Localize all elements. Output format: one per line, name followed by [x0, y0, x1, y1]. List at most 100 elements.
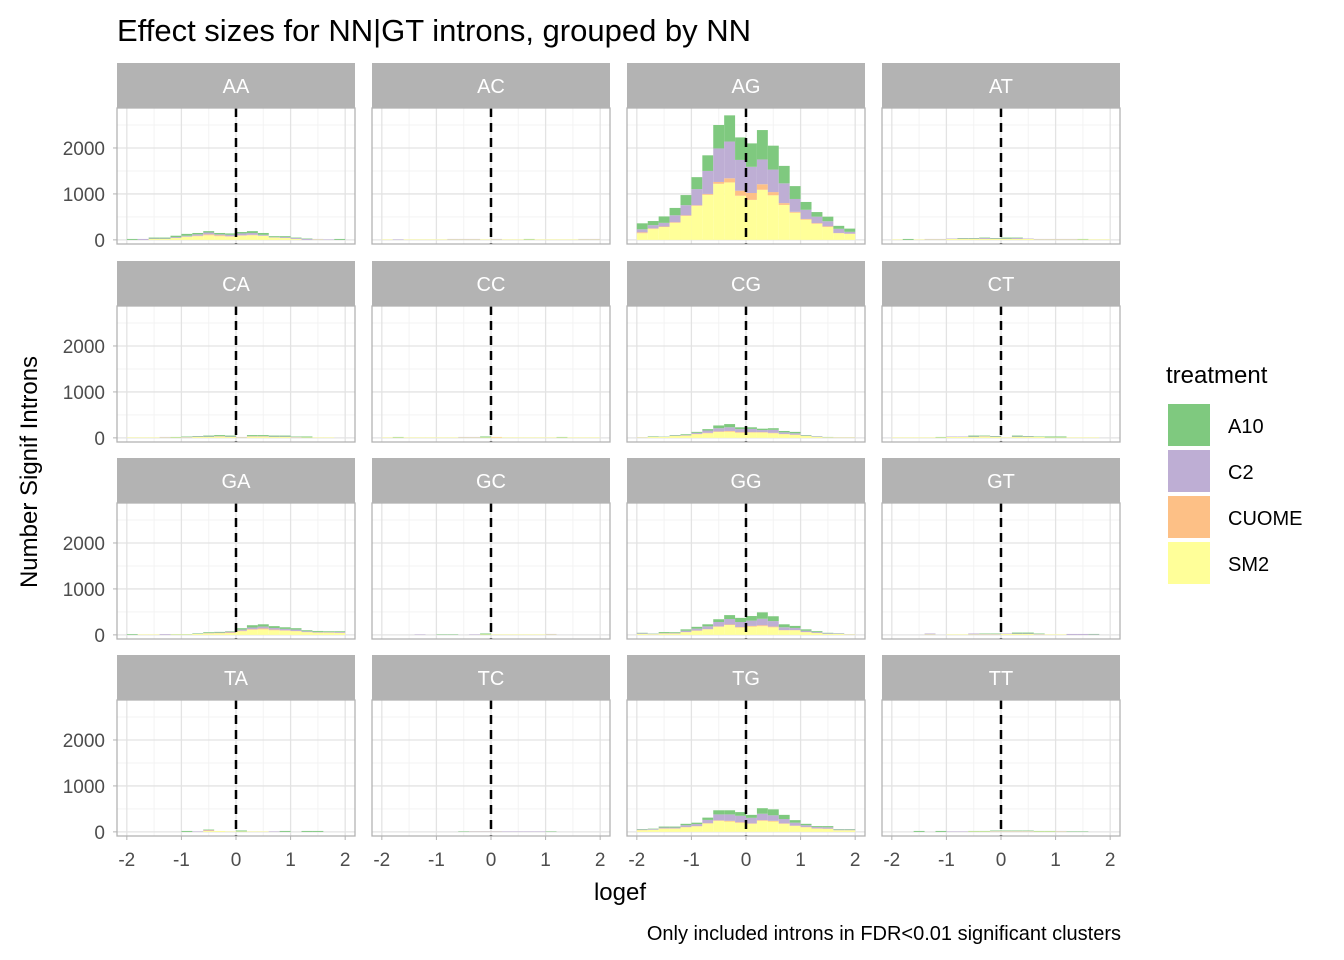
- bar-GA-C2-bin18: [312, 631, 324, 633]
- bar-TG-SM2-bin1: [636, 830, 648, 832]
- facet-strip: [882, 63, 1120, 108]
- x-tick-label: 0: [996, 850, 1007, 871]
- bar-CA-A10-bin10: [225, 435, 236, 437]
- bar-TG-CUOME-bin13: [767, 820, 779, 822]
- bar-CA-SM2-bin14: [268, 436, 280, 438]
- facet-AC: AC: [371, 63, 611, 245]
- bar-TG-C2-bin20: [844, 829, 856, 831]
- bar-AG-C2-bin10: [735, 159, 746, 191]
- bar-AG-CUOME-bin8: [713, 181, 725, 184]
- panel-border: [881, 107, 1121, 245]
- y-tick-label: 0: [94, 231, 105, 252]
- bar-AA-SM2-bin10: [225, 236, 236, 240]
- bar-GG-CUOME-bin13: [767, 626, 779, 628]
- bar-GG-C2-bin11: [746, 620, 757, 626]
- bar-AG-C2-bin1: [636, 229, 648, 233]
- bar-CG-C2-bin7: [702, 430, 714, 433]
- bar-AG-A10-bin11: [746, 143, 757, 167]
- bar-AG-C2-bin9: [724, 141, 736, 179]
- bar-CA-A10-bin14: [268, 435, 280, 437]
- bar-TG-SM2-bin6: [691, 826, 703, 832]
- bar-GA-SM2-bin20: [334, 632, 346, 635]
- bar-CT-SM2-bin8: [968, 436, 980, 438]
- bar-CA-SM2-bin7: [192, 436, 204, 438]
- bar-CG-C2-bin5: [680, 434, 692, 436]
- bar-CG-SM2-bin3: [658, 436, 670, 438]
- bar-GG-C2-bin5: [680, 630, 692, 633]
- bar-AG-CUOME-bin16: [800, 218, 812, 220]
- bar-CA-A10-bin9: [214, 435, 226, 437]
- bar-GG-A10-bin4: [669, 632, 681, 633]
- bar-CA-SM2-bin9: [214, 436, 226, 438]
- bar-TG-A10-bin12: [756, 808, 768, 814]
- bar-AG-A10-bin16: [800, 201, 812, 210]
- bar-CG-A10-bin12: [756, 428, 768, 431]
- bar-GG-C2-bin6: [691, 628, 703, 631]
- panel-border: [116, 305, 356, 443]
- bar-AA-CUOME-bin8: [203, 234, 215, 236]
- bar-CG-A10-bin10: [735, 427, 746, 430]
- bar-CG-A10-bin8: [713, 425, 725, 429]
- bar-AG-SM2-bin10: [735, 195, 746, 240]
- bar-TG-SM2-bin7: [702, 823, 714, 832]
- bar-TG-SM2-bin10: [735, 822, 746, 832]
- bar-TG-A10-bin8: [713, 810, 725, 815]
- x-tick-label: 1: [540, 850, 551, 871]
- bar-GA-C2-bin11: [236, 629, 247, 631]
- bar-AG-C2-bin7: [702, 170, 714, 194]
- bar-AG-SM2-bin3: [658, 227, 670, 240]
- bar-CC-A10-bin10: [480, 436, 491, 438]
- bar-CG-SM2-bin5: [680, 435, 692, 438]
- bar-AG-SM2-bin9: [724, 182, 736, 240]
- bar-CA-SM2-bin12: [246, 436, 258, 438]
- bar-GA-SM2-bin8: [203, 633, 215, 635]
- caption: Only included introns in FDR<0.01 signif…: [647, 923, 1121, 945]
- bar-CG-A10-bin11: [746, 427, 757, 429]
- bar-GT-SM2-bin13: [1022, 633, 1034, 635]
- x-tick-label: -2: [628, 850, 645, 871]
- bar-TG-SM2-bin11: [746, 823, 757, 832]
- bar-AA-C2-bin17: [301, 238, 313, 240]
- bar-GG-A10-bin11: [746, 616, 757, 621]
- legend-label: C2: [1228, 462, 1254, 484]
- bar-GG-C2-bin16: [800, 630, 812, 633]
- x-tick-label: -1: [173, 850, 190, 871]
- bar-GG-A10-bin9: [724, 615, 736, 620]
- bar-AA-SM2-bin4: [159, 238, 171, 240]
- y-tick-label: 1000: [63, 777, 105, 798]
- bar-AG-C2-bin5: [680, 205, 692, 216]
- bar-TG-A10-bin10: [735, 812, 746, 816]
- bar-AA-SM2-bin8: [203, 235, 215, 240]
- bar-GT-C2-bin18: [1077, 633, 1089, 635]
- bar-AG-CUOME-bin9: [724, 178, 736, 183]
- bar-CG-C2-bin14: [778, 432, 790, 434]
- bar-TG-C2-bin4: [669, 827, 681, 829]
- bar-TG-C2-bin12: [756, 813, 768, 821]
- facet-label: TG: [732, 668, 760, 690]
- legend-item-CUOME: CUOME: [1168, 496, 1302, 538]
- x-tick-label: 2: [850, 850, 861, 871]
- bar-CG-SM2-bin14: [778, 434, 790, 438]
- x-tick-label: 1: [285, 850, 296, 871]
- facet-strip: [882, 655, 1120, 700]
- x-tick-label: -2: [373, 850, 390, 871]
- x-tick-label: -2: [883, 850, 900, 871]
- bar-GG-A10-bin7: [702, 624, 714, 627]
- x-tick-label: -1: [428, 850, 445, 871]
- bar-CG-C2-bin9: [724, 427, 736, 431]
- bar-CG-CUOME-bin9: [724, 430, 736, 432]
- facet-label: AA: [223, 76, 250, 98]
- bar-GA-SM2-bin11: [236, 631, 247, 635]
- bar-GG-A10-bin3: [658, 632, 670, 634]
- bar-GA-SM2-bin18: [312, 632, 324, 635]
- facet-CT: CT: [881, 261, 1121, 443]
- bar-AG-C2-bin19: [833, 228, 845, 233]
- bar-AA-SM2-bin9: [214, 236, 226, 240]
- bar-CG-A10-bin6: [691, 431, 703, 433]
- y-tick-label: 0: [94, 429, 105, 450]
- legend-swatch: [1168, 542, 1210, 584]
- bar-GG-SM2-bin9: [724, 624, 736, 635]
- bar-AG-CUOME-bin7: [702, 193, 714, 195]
- bar-GA-C2-bin12: [246, 627, 258, 630]
